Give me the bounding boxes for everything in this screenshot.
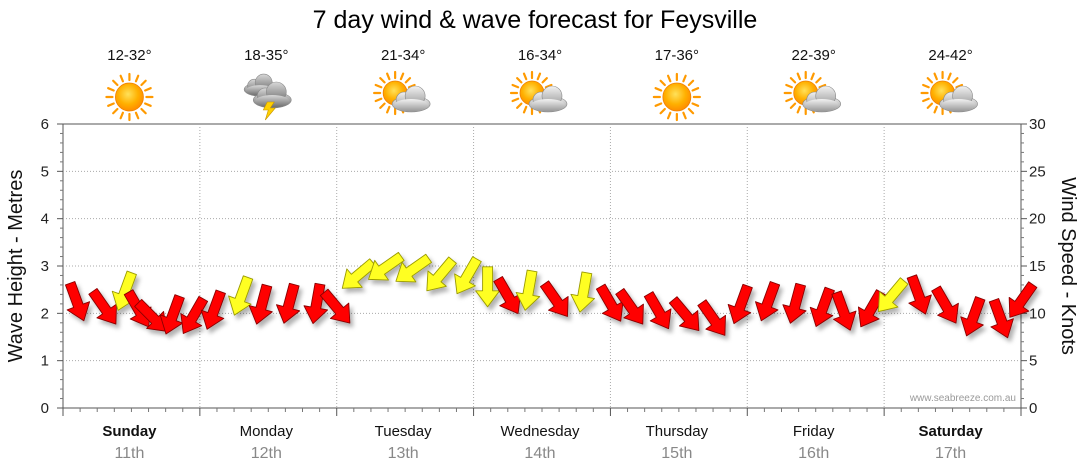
day-label: Monday [240,423,294,440]
wind-arrow [931,285,959,324]
wind-arrow [395,253,433,283]
temperature-label: 18-35° [244,47,288,64]
storm-cloud-icon [243,73,292,121]
temperature-label: 24-42° [928,47,972,64]
wind-arrow [1008,281,1038,318]
wind-arrow [426,256,457,292]
wind-arrow [88,287,117,325]
wind-arrow [570,271,595,313]
date-label: 13th [388,445,419,462]
date-label: 16th [798,445,829,462]
temperature-label: 21-34° [381,47,425,64]
partly-cloudy-icon [373,70,431,116]
chart-title: 7 day wind & wave forecast for Feysville [313,6,758,34]
left-tick-label: 2 [41,305,49,322]
right-tick-label: 5 [1029,353,1037,370]
left-tick-label: 0 [41,400,49,417]
wind-arrow [906,274,932,315]
wind-arrow [595,283,624,322]
day-label: Wednesday [501,423,580,440]
partly-cloudy-icon [920,70,978,116]
wind-arrow [276,282,301,324]
wind-arrow [180,295,209,334]
wind-arrow [643,291,672,330]
plot-area [62,123,1022,409]
wind-arrow [134,298,167,332]
date-label: 14th [524,445,555,462]
wind-arrow [615,287,644,325]
right-axis-label: Wind Speed - Knots [1057,177,1079,355]
left-tick-label: 3 [41,258,49,275]
wind-arrow [454,256,482,295]
date-label: 15th [661,445,692,462]
right-tick-label: 25 [1029,163,1046,180]
day-label: Thursday [646,423,709,440]
x-axis: Sunday 11th Monday 12th Tuesday 13th Wednesday… [62,408,1022,462]
date-label: 11th [114,445,144,462]
right-tick-label: 0 [1029,400,1037,417]
temperature-labels: 12-32° 18-35° 21-34° 16-34° 17-36° 22-39° 24-4… [107,47,973,64]
wind-arrow [809,286,835,327]
left-axis-label: Wave Height - Metres [5,170,27,363]
left-axis: 0 1 2 3 4 5 6 [41,116,63,417]
right-tick-label: 20 [1029,211,1046,228]
sun-icon [652,72,701,122]
day-label: Sunday [102,423,157,440]
wind-arrow [65,281,91,322]
wind-arrow [539,280,569,317]
wind-arrow [755,281,781,322]
wind-arrow [988,298,1014,339]
wind-arrow [341,258,377,289]
wind-arrow [200,289,226,330]
right-tick-label: 30 [1029,116,1046,133]
wind-arrow [515,269,541,311]
right-tick-label: 15 [1029,258,1046,275]
wind-arrows [65,251,1038,339]
partly-cloudy-icon [509,70,568,116]
wind-arrow [319,288,351,324]
left-tick-label: 6 [41,116,49,133]
wind-arrow [857,289,886,328]
gridlines [63,124,1021,408]
wind-arrow [475,266,501,308]
partly-cloudy-icon [783,70,842,116]
wind-arrow [368,251,405,281]
date-label: 17th [935,445,966,462]
left-tick-label: 1 [41,353,49,370]
wind-arrow [248,283,273,325]
wind-arrow [493,276,521,315]
wind-arrow [668,296,700,331]
wind-arrow [697,299,726,336]
day-label: Saturday [918,423,983,440]
wind-arrow [782,282,807,324]
wind-arrow [960,296,986,337]
day-label: Tuesday [375,423,432,440]
right-tick-label: 10 [1029,305,1046,322]
wind-arrow [831,290,857,331]
wind-arrow [727,283,753,325]
wind-arrow [303,282,329,325]
wind-arrow [159,294,185,335]
temperature-label: 12-32° [107,47,151,64]
weather-icons [105,70,978,122]
temperature-label: 22-39° [792,47,836,64]
right-axis: 0 5 10 15 20 25 30 [1021,116,1046,417]
date-label: 12th [251,445,282,462]
watermark: www.seabreeze.com.au [909,393,1016,404]
temperature-label: 16-34° [518,47,562,64]
wind-arrow [228,275,254,316]
sun-icon [105,72,154,122]
wind-arrow [877,277,909,313]
left-tick-label: 4 [41,211,49,228]
temperature-label: 17-36° [655,47,699,64]
day-label: Friday [793,423,835,440]
left-tick-label: 5 [41,163,49,180]
